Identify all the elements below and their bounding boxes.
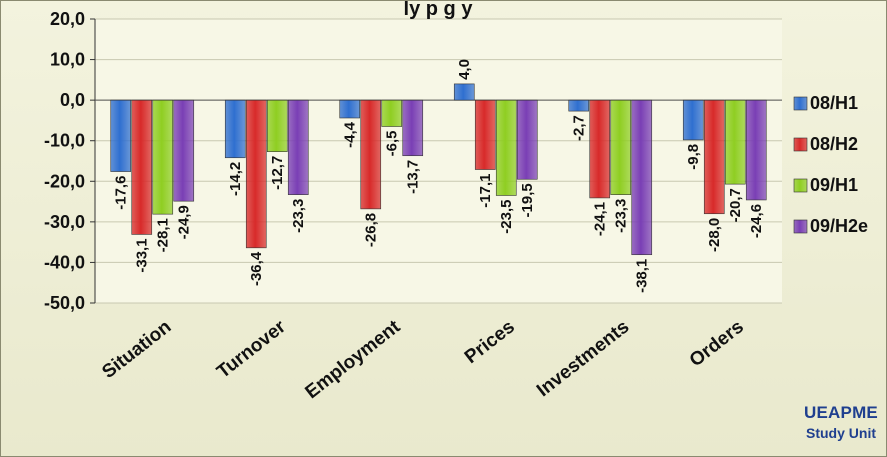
data-label: -12,7 xyxy=(269,156,286,190)
bar-turnover-08-h1 xyxy=(224,99,246,159)
bar-employment-09-h2e xyxy=(402,99,424,157)
data-label: -36,4 xyxy=(248,251,265,286)
bar-prices-08-h1 xyxy=(453,83,475,101)
bar-investments-08-h1 xyxy=(568,99,590,112)
bar-situation-08-h1 xyxy=(110,99,132,172)
brand-logo: UEAPME Study Unit xyxy=(801,403,881,443)
legend-swatch xyxy=(793,219,808,234)
data-label: -2,7 xyxy=(571,115,588,141)
legend-swatch xyxy=(793,137,808,152)
y-tick-label: 20,0 xyxy=(50,9,85,29)
bar-situation-09-h2e xyxy=(173,99,195,202)
bar-investments-09-h2e xyxy=(631,99,653,256)
data-label: -28,1 xyxy=(155,218,172,252)
category-label-prices: Prices xyxy=(461,316,519,368)
bar-orders-08-h2 xyxy=(703,99,725,215)
bar-orders-09-h1 xyxy=(724,99,746,185)
legend-label: 08/H1 xyxy=(810,93,858,113)
bar-prices-08-h2 xyxy=(474,99,496,170)
data-label: -24,6 xyxy=(748,204,765,238)
brand-line2: Study Unit xyxy=(806,425,876,441)
data-label: -33,1 xyxy=(134,238,151,272)
bar-employment-08-h2 xyxy=(360,99,382,210)
legend-swatch xyxy=(793,96,808,111)
y-tick-label: -30,0 xyxy=(44,212,85,232)
y-tick-label: 10,0 xyxy=(50,50,85,70)
bar-situation-09-h1 xyxy=(152,99,174,215)
data-label: -23,3 xyxy=(613,199,630,233)
data-label: -17,1 xyxy=(477,174,494,208)
legend-label: 08/H2 xyxy=(810,134,858,154)
bar-orders-08-h1 xyxy=(682,99,704,141)
data-label: -19,5 xyxy=(519,183,536,217)
plot-area xyxy=(95,19,782,303)
category-label-employment: Employment xyxy=(302,316,405,403)
bar-prices-09-h2e xyxy=(516,99,538,180)
data-label: 4,0 xyxy=(456,59,473,80)
data-label: -26,8 xyxy=(363,213,380,247)
bar-employment-08-h1 xyxy=(339,99,361,119)
data-label: -6,5 xyxy=(384,131,401,157)
y-tick-label: 0,0 xyxy=(60,90,85,110)
category-label-situation: Situation xyxy=(98,316,175,383)
bar-investments-09-h1 xyxy=(610,99,632,195)
data-label: -20,7 xyxy=(727,188,744,222)
data-label: -24,1 xyxy=(592,202,609,236)
data-label: -14,2 xyxy=(227,162,244,196)
data-label: -13,7 xyxy=(405,160,422,194)
brand-line1: UEAPME xyxy=(804,403,878,422)
category-label-orders: Orders xyxy=(686,316,748,371)
data-label: -9,8 xyxy=(685,144,702,170)
bar-turnover-08-h2 xyxy=(245,99,267,249)
chart-title: ly p g y xyxy=(404,1,474,20)
data-label: -23,5 xyxy=(498,199,515,233)
bar-turnover-09-h2e xyxy=(287,99,309,195)
bar-situation-08-h2 xyxy=(131,99,153,235)
y-tick-label: -40,0 xyxy=(44,252,85,272)
data-label: -38,1 xyxy=(634,259,651,293)
legend-swatch xyxy=(793,178,808,193)
data-label: -28,0 xyxy=(706,218,723,252)
legend-label: 09/H1 xyxy=(810,175,858,195)
y-tick-label: -20,0 xyxy=(44,171,85,191)
bar-turnover-09-h1 xyxy=(266,99,288,152)
data-label: -24,9 xyxy=(176,205,193,239)
data-label: -4,4 xyxy=(342,121,359,148)
y-tick-label: -50,0 xyxy=(44,293,85,313)
bar-investments-08-h2 xyxy=(589,99,611,199)
bar-prices-09-h1 xyxy=(495,99,517,196)
category-label-investments: Investments xyxy=(533,316,633,401)
y-tick-label: -10,0 xyxy=(44,131,85,151)
bar-orders-09-h2e xyxy=(745,99,767,201)
bar-employment-09-h1 xyxy=(381,99,403,127)
data-label: -17,6 xyxy=(113,176,130,210)
category-label-turnover: Turnover xyxy=(213,316,290,383)
data-label: -23,3 xyxy=(290,199,307,233)
legend-label: 09/H2e xyxy=(810,216,868,236)
